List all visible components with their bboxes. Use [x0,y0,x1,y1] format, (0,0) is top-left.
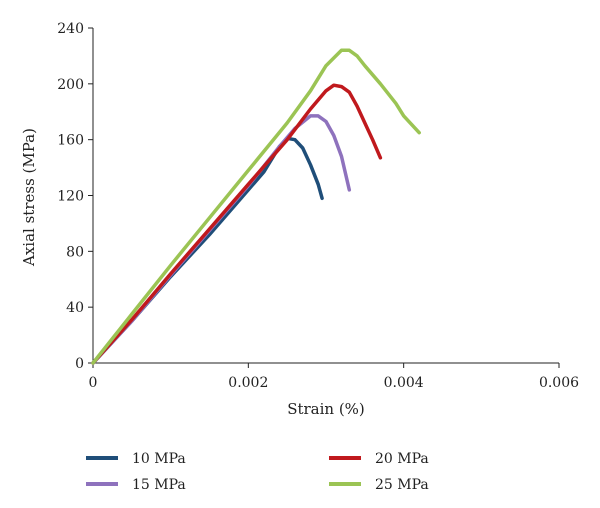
x-axis: 0 0.002 0.004 0.006 [89,362,579,391]
x-axis-title: Strain (%) [287,400,365,418]
legend: 10 MPa 15 MPa 20 MPa 25 MPa [86,451,429,493]
plot-area: 0 40 80 120 160 200 240 0 0.002 0.004 0.006 [57,21,579,391]
series-line-4 [91,48,421,365]
legend-item: 20 MPa [329,451,429,467]
legend-label: 25 MPa [375,477,429,493]
y-tick-label: 240 [57,21,84,37]
legend-item: 15 MPa [86,477,186,493]
series-line-2 [91,114,352,365]
y-tick-label: 200 [57,77,84,93]
y-tick-label: 0 [75,356,84,372]
legend-label: 10 MPa [132,451,186,467]
y-tick-label: 160 [57,133,84,149]
y-tick-label: 80 [66,244,84,260]
legend-item: 25 MPa [329,477,429,493]
x-tick-label: 0.002 [228,375,268,391]
series-line-3 [91,83,383,365]
legend-label: 20 MPa [375,451,429,467]
legend-label: 15 MPa [132,477,186,493]
y-axis-title: Axial stress (MPa) [20,128,38,267]
legend-item: 10 MPa [86,451,186,467]
x-tick-label: 0.006 [539,375,579,391]
series-line-1 [91,136,324,365]
series-lines [91,48,421,365]
x-tick-label: 0.004 [384,375,424,391]
x-tick-label: 0 [89,375,98,391]
y-tick-label: 40 [66,300,84,316]
y-tick-label: 120 [57,189,84,205]
y-axis: 0 40 80 120 160 200 240 [57,21,94,372]
